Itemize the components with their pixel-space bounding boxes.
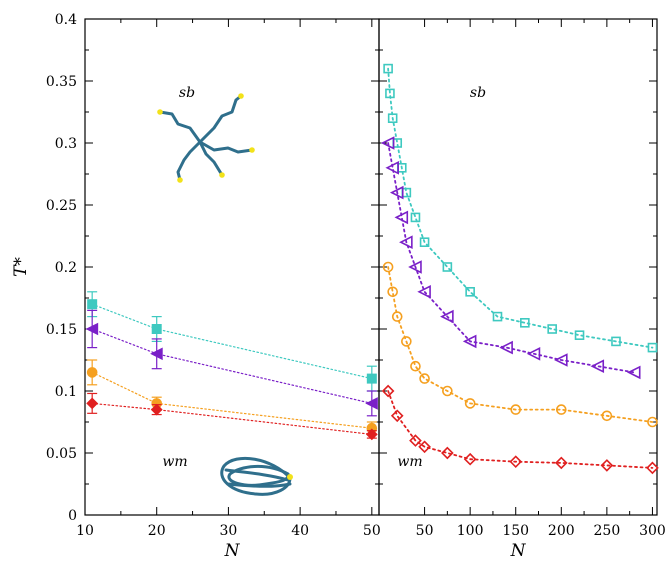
right-series-1-line xyxy=(387,67,654,349)
right-series-1-point xyxy=(419,237,430,247)
right-series-2-point xyxy=(590,359,605,373)
right-series-3-point xyxy=(401,336,412,347)
right-series-4-point xyxy=(418,440,431,454)
right-series-3-line xyxy=(387,266,654,423)
right-x-tick-label: 150 xyxy=(502,523,529,539)
right-series-3-point xyxy=(464,398,476,409)
left-series-2-point xyxy=(150,347,163,361)
y-axis-title: T* xyxy=(11,257,31,277)
left-series-4-point xyxy=(365,428,378,441)
y-tick-label: 0.1 xyxy=(55,384,77,400)
y-tick-label: 0.25 xyxy=(46,198,77,214)
left-x-tick-label: 10 xyxy=(76,523,94,539)
left-series-4-line xyxy=(91,402,373,435)
right-series-1-point xyxy=(520,317,530,328)
right-series-3-point xyxy=(387,286,398,298)
right-series-1-point xyxy=(647,342,658,353)
left-series-1-line xyxy=(91,303,373,380)
right-x-tick-label: 300 xyxy=(639,523,665,539)
right-series-1-point xyxy=(465,286,475,297)
right-series-1-point xyxy=(547,324,557,334)
right-x-tick-label: 50 xyxy=(416,523,434,539)
right-x-tick-label: 100 xyxy=(457,523,484,539)
right-series-3-point xyxy=(442,385,453,397)
y-tick-label: 0.2 xyxy=(55,260,77,276)
right-series-1-point xyxy=(574,330,585,341)
right-series-2-point xyxy=(626,365,641,380)
left-series-3-point xyxy=(86,367,98,378)
y-tick-label: 0 xyxy=(68,508,77,524)
left-panel-frame xyxy=(84,18,380,516)
left-series-2-point xyxy=(365,397,378,410)
left-series-3-line xyxy=(91,371,373,429)
right-series-2-point xyxy=(389,185,404,200)
right-series-2-point xyxy=(440,309,454,324)
wrapped-polymer-illustration xyxy=(220,456,293,496)
left-annotation-wm: wm xyxy=(162,454,187,470)
right-series-4-point xyxy=(554,456,568,470)
right-series-3-point xyxy=(419,373,430,384)
right-series-2-point xyxy=(394,210,409,225)
right-series-1-point xyxy=(385,88,395,99)
right-series-3-point xyxy=(391,311,403,322)
y-tick-label: 0.3 xyxy=(55,136,77,152)
right-x-tick-label: 200 xyxy=(548,523,575,539)
star-polymer-illustration xyxy=(157,93,255,183)
plot-area: 10 20 30 40 50 0 0.05 0.1 0.15 0.2 0.25 0.3 0.35 0.4 5… xyxy=(46,12,665,539)
right-series-1-point xyxy=(387,113,398,123)
left-x-tick-label: 30 xyxy=(220,523,238,539)
right-series-4-point xyxy=(463,452,477,466)
left-x-axis-title: N xyxy=(224,541,241,561)
right-series-3-point xyxy=(555,404,567,415)
right-series-4-point xyxy=(390,409,404,423)
right-series-1-point xyxy=(383,63,393,74)
right-series-1-point xyxy=(410,212,421,223)
right-annotation-wm: wm xyxy=(397,454,422,470)
right-annotation-sb: sb xyxy=(470,85,486,101)
right-series-3-point xyxy=(647,416,658,428)
right-series-4-point xyxy=(381,384,395,398)
right-series-2-point xyxy=(380,136,395,150)
left-series-2-point xyxy=(85,322,99,336)
right-x-tick-label: 250 xyxy=(594,523,621,539)
left-x-tick-label: 40 xyxy=(291,523,309,539)
right-series-2-point xyxy=(408,260,422,274)
right-series-2-point xyxy=(385,161,399,175)
right-series-4-point xyxy=(441,446,454,460)
y-tick-label: 0.4 xyxy=(55,12,77,28)
right-series-1-point xyxy=(492,311,503,322)
left-series-1-point xyxy=(151,324,162,334)
right-series-2-point xyxy=(526,347,541,361)
right-series-2-point xyxy=(499,340,513,355)
left-series-1-point xyxy=(87,299,98,310)
right-series-4-line xyxy=(387,390,654,469)
left-series-2-line xyxy=(91,328,373,404)
y-tick-label: 0.15 xyxy=(46,322,77,338)
y-tick-label: 0.35 xyxy=(46,74,77,90)
y-tick-label: 0.05 xyxy=(46,446,77,462)
right-series-4-point xyxy=(646,461,659,475)
right-series-1-point xyxy=(442,262,453,272)
left-x-tick-label: 50 xyxy=(363,523,381,539)
right-series-3-point xyxy=(382,261,394,273)
right-series-2-point xyxy=(417,285,431,299)
left-annotation-sb: sb xyxy=(179,85,195,101)
left-series-1-point xyxy=(366,373,377,384)
right-series-4-point xyxy=(409,434,422,447)
left-series-4-point xyxy=(86,397,99,410)
right-series-1-point xyxy=(611,336,621,347)
left-series-4-point xyxy=(150,403,163,416)
right-series-2-point xyxy=(462,334,477,349)
left-x-tick-label: 20 xyxy=(148,523,166,539)
right-series-3-point xyxy=(510,404,522,415)
right-series-2-point xyxy=(399,235,413,249)
right-series-3-point xyxy=(601,410,613,422)
right-x-axis-title: N xyxy=(510,541,527,561)
right-series-4-point xyxy=(509,455,523,469)
right-series-3-point xyxy=(410,360,421,372)
right-series-2-point xyxy=(554,353,568,367)
right-series-4-point xyxy=(600,459,614,472)
